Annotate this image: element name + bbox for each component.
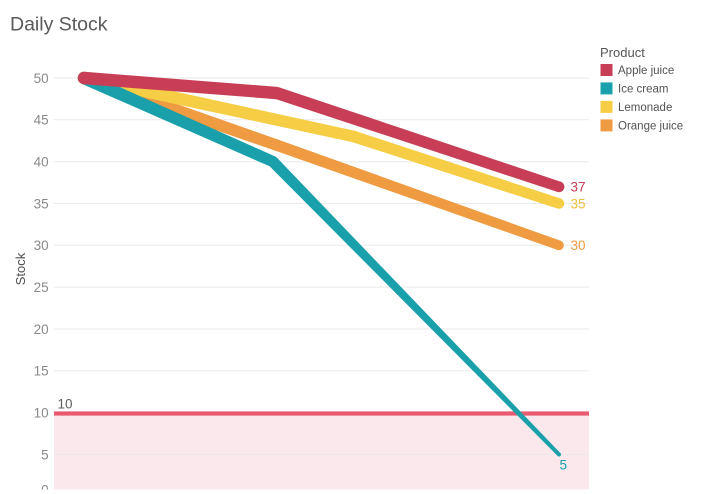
svg-text:37: 37 [571, 180, 586, 195]
svg-text:Apple juice: Apple juice [618, 65, 674, 77]
svg-text:Orange juice: Orange juice [618, 120, 683, 132]
svg-text:10: 10 [58, 397, 73, 412]
svg-text:45: 45 [34, 113, 49, 128]
svg-text:25: 25 [34, 280, 49, 295]
svg-text:30: 30 [34, 238, 49, 253]
svg-text:30: 30 [571, 238, 586, 253]
svg-text:Stock: Stock [13, 252, 28, 285]
svg-text:Product: Product [600, 45, 645, 60]
svg-text:Lemonade: Lemonade [618, 102, 672, 114]
svg-text:20: 20 [34, 322, 49, 337]
svg-text:40: 40 [34, 154, 49, 169]
svg-text:35: 35 [34, 196, 49, 211]
svg-text:15: 15 [34, 364, 49, 379]
svg-text:Daily Stock: Daily Stock [10, 13, 108, 35]
svg-text:10: 10 [34, 405, 49, 420]
svg-text:35: 35 [571, 196, 586, 211]
svg-text:5: 5 [41, 447, 49, 462]
svg-text:0: 0 [41, 483, 49, 494]
svg-text:50: 50 [34, 71, 49, 86]
svg-text:5: 5 [560, 458, 568, 473]
svg-text:Ice cream: Ice cream [618, 83, 669, 95]
